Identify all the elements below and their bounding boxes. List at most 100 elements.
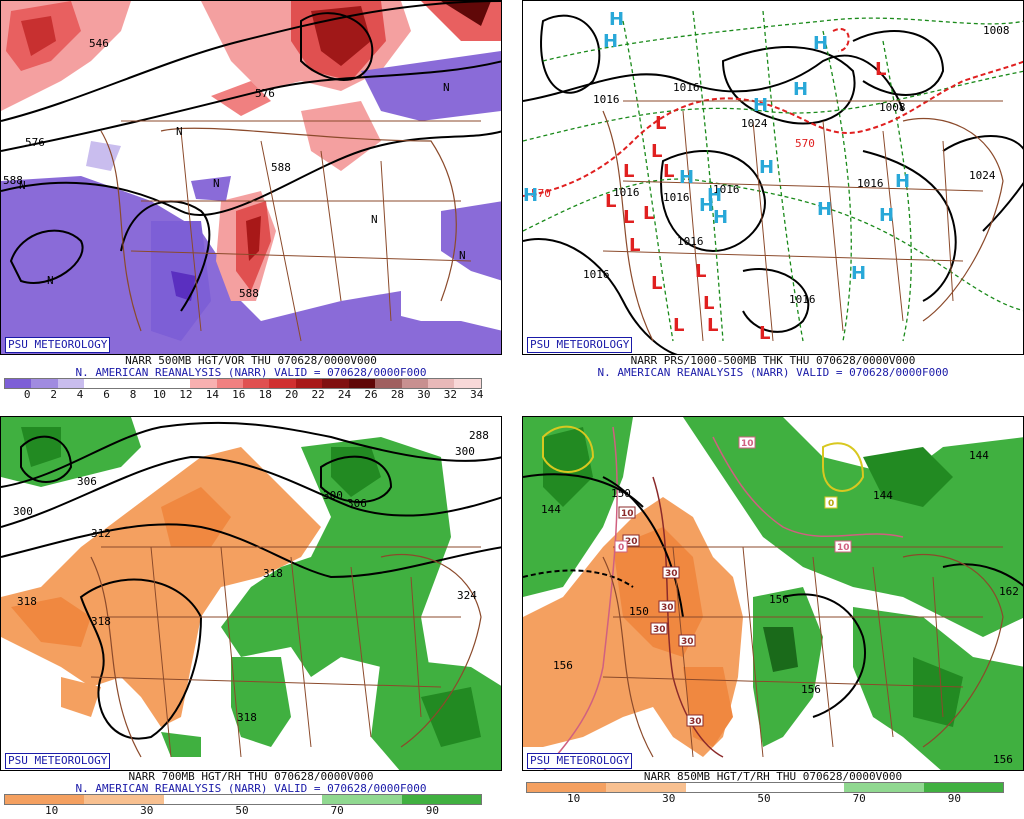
colorbar [4,378,482,389]
temp-label: 30 [665,569,678,579]
high-pressure-marker: H [713,207,728,228]
brand-label: PSU METEOROLOGY [5,337,111,353]
caption-line1: NARR PRS/1000-500MB THK THU 070628/0000V… [630,354,916,367]
colorbar-segment [401,795,481,804]
isobar-label: 1024 [741,117,768,130]
height-label: 156 [993,753,1013,766]
height-label: 156 [801,683,821,696]
colorbar-tick-label: 12 [179,388,193,401]
temp-label: 30 [661,603,674,613]
colorbar-segment [295,379,323,388]
low-pressure-marker: L [707,315,718,336]
colorbar-ticks: 10 30 50 70 90 [526,792,1002,806]
height-label: 318 [17,595,37,608]
colorbar-tick-label: 70 [330,804,344,817]
temp-label: 20 [625,537,638,547]
low-pressure-marker: L [695,261,706,282]
height-label: 144 [541,503,561,516]
high-pressure-marker: H [851,263,866,284]
colorbar-tick-label: 30 [140,804,154,817]
isobar-label: 1024 [969,169,996,182]
low-pressure-marker: L [663,161,674,182]
colorbar-tick-label: 50 [757,792,771,805]
low-pressure-marker: L [875,59,886,80]
high-pressure-marker: H [603,31,618,52]
colorbar-segment [84,379,111,388]
high-pressure-marker: H [699,195,714,216]
temp-label: 10 [837,543,850,553]
isobar-label: 1016 [583,268,610,281]
colorbar-segment [190,379,217,388]
map-500mb: 546 576 576 588 588 588 N N N N N N N PS… [0,0,502,355]
vort-min-label: N [213,177,220,190]
colorbar-tick-label: 16 [232,388,246,401]
height-label: 546 [89,37,109,50]
isobar-label: 1016 [593,93,620,106]
colorbar-segment [269,379,296,388]
colorbar-tick-label: 10 [566,792,581,805]
colorbar-tick-label: 10 [44,804,59,817]
vort-min-label: N [47,274,54,287]
high-pressure-marker: H [759,157,774,178]
isobar-label: 1016 [789,293,816,306]
brand-label: PSU METEOROLOGY [527,753,633,769]
height-label: 150 [611,487,631,500]
height-label: 588 [271,161,291,174]
height-label: 144 [969,449,989,462]
colorbar-tick-label: 28 [390,388,405,401]
height-label: 576 [25,136,45,149]
high-pressure-marker: H [895,171,910,192]
high-pressure-marker: H [679,167,694,188]
caption-line1: NARR 700MB HGT/RH THU 070628/0000V000 [128,770,374,783]
height-label: 306 [77,475,97,488]
temp-label: 10 [741,439,754,449]
high-pressure-marker: H [817,199,832,220]
colorbar-segment [348,379,376,388]
colorbar-tick-label: 50 [235,804,249,817]
thickness-label: 570 [531,187,551,200]
map-pressure: 1016 1016 1024 1016 1016 1016 1016 1016 … [522,0,1024,355]
map-700mb: 300 306 312 318 318 318 324 318 306 300 … [0,416,502,771]
colorbar-segment [764,783,845,792]
isobar-label: 1016 [677,235,704,248]
high-pressure-marker: H [813,33,828,54]
low-pressure-marker: L [651,141,662,162]
colorbar-segment [401,379,428,388]
colorbar-segment [375,379,402,388]
colorbar-tick-label: 34 [470,388,484,401]
colorbar-ticks: 0 2 4 6 8 10 12 14 16 18 20 22 24 26 28 30 32 34 [4,388,484,402]
colorbar-segment [242,795,323,804]
height-label: 576 [255,87,275,100]
height-label: 318 [263,567,283,580]
panel-500mb-vorticity: 546 576 576 588 588 588 N N N N N N N PS… [0,0,502,405]
isobar-label: 1008 [983,24,1010,37]
colorbar [526,782,1004,793]
high-pressure-marker: H [793,79,808,100]
height-label: 156 [769,593,789,606]
colorbar-tick-label: 20 [285,388,299,401]
colorbar-segment [137,379,164,388]
colorbar-tick-label: 10 [152,388,167,401]
colorbar-tick-label: 30 [662,792,676,805]
temp-label: 30 [681,637,694,647]
low-pressure-marker: L [703,293,714,314]
colorbar [4,794,482,805]
colorbar-tick-label: 4 [76,388,84,401]
height-label: 588 [3,174,23,187]
colorbar-segment [428,379,455,388]
low-pressure-marker: L [629,235,640,256]
colorbar-segment [844,783,924,792]
vort-min-label: N [371,213,378,226]
low-pressure-marker: L [655,113,666,134]
height-label: 324 [457,589,477,602]
brand-label: PSU METEOROLOGY [527,337,633,353]
isobar-label: 1016 [663,191,690,204]
panel-850mb-temp-rh: 144 150 156 150 156 156 162 144 144 156 … [522,416,1024,819]
high-pressure-marker: H [753,95,768,116]
colorbar-tick-label: 18 [258,388,272,401]
temp-label: 0 [618,543,624,553]
height-label: 162 [999,585,1019,598]
high-pressure-marker: H [523,185,538,206]
panel-pressure-thickness: 1016 1016 1024 1016 1016 1016 1016 1016 … [522,0,1024,405]
vort-min-label: N [459,249,466,262]
